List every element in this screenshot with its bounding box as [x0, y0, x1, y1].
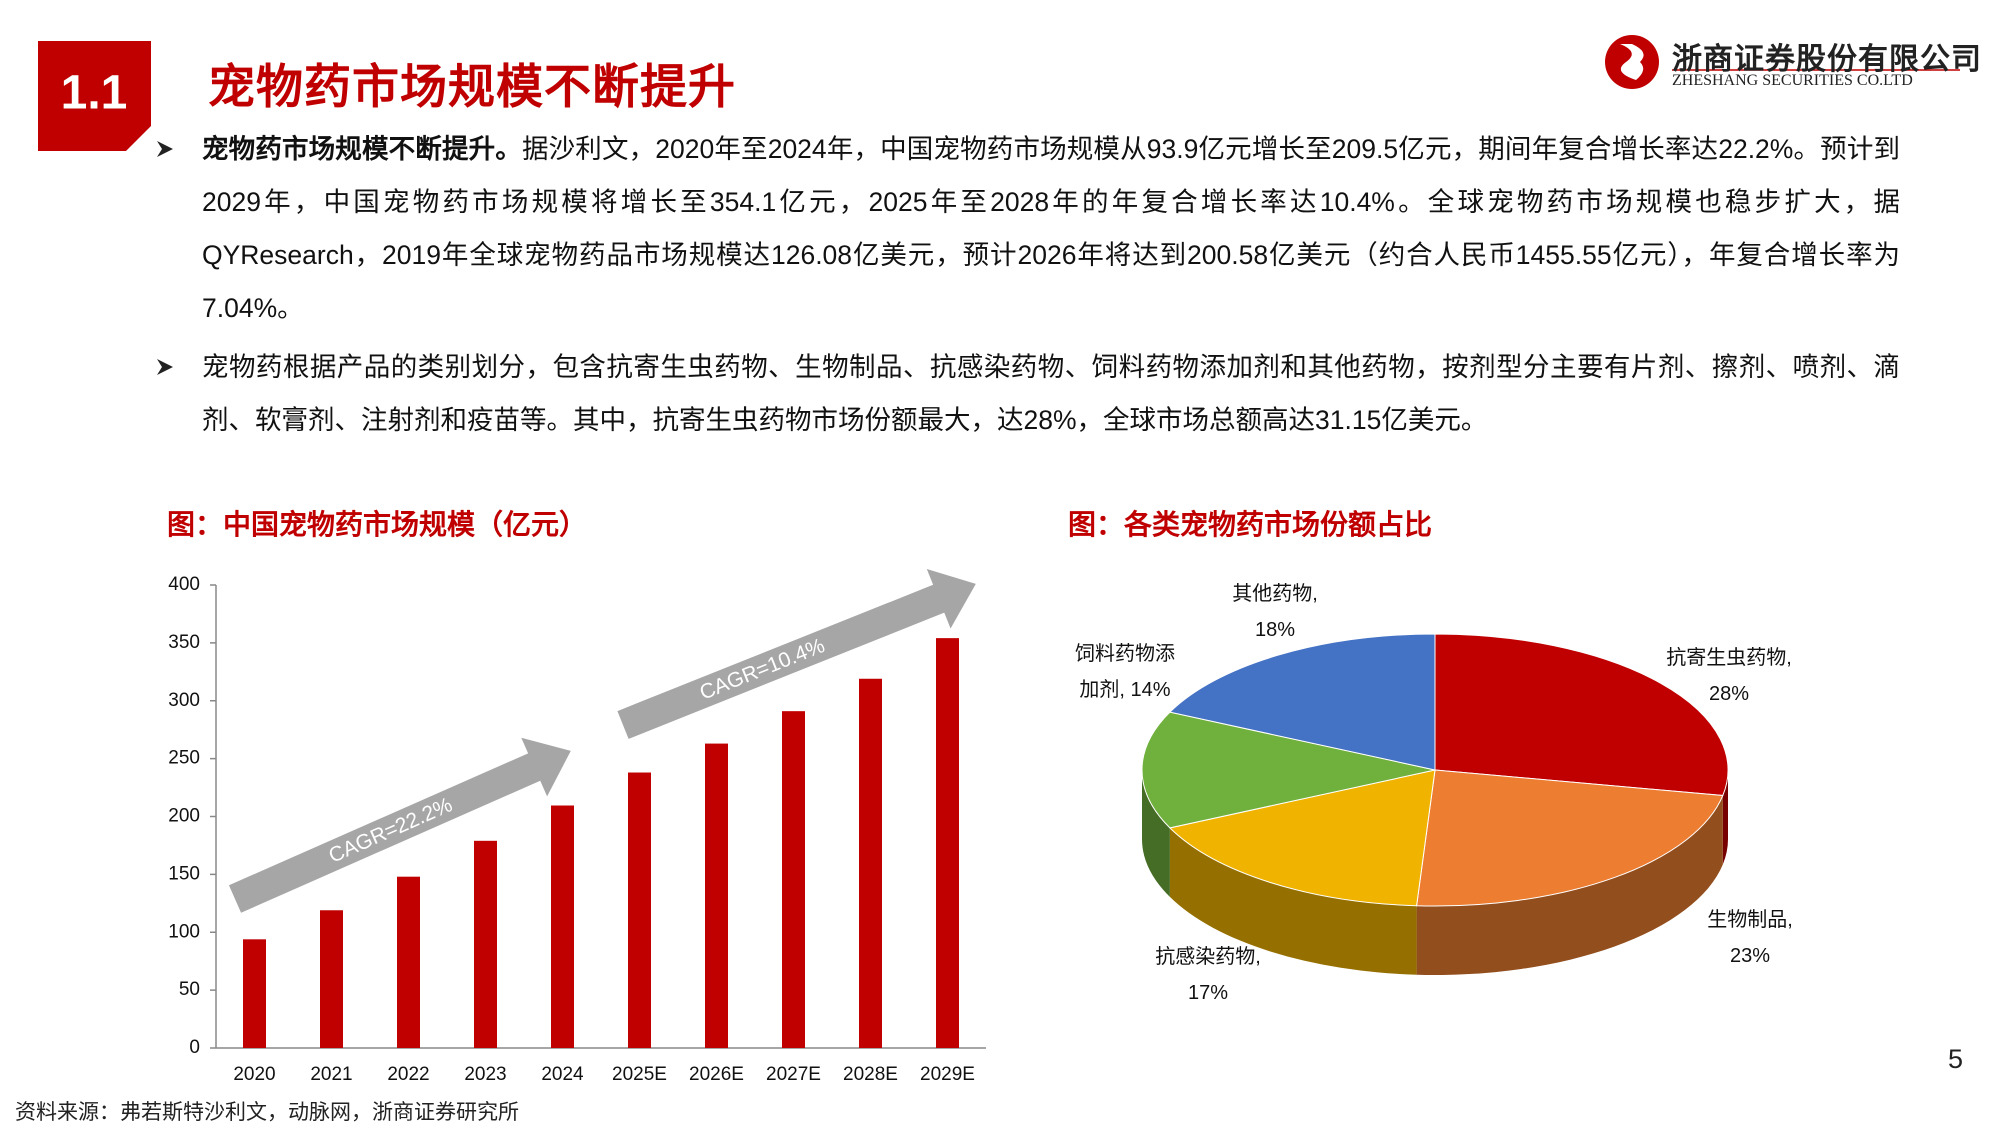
x-tick-label: 2024: [541, 1064, 584, 1085]
chart-title: 图：各类宠物药市场份额占比: [1068, 509, 1433, 540]
x-tick-label: 2020: [233, 1064, 275, 1085]
x-tick-label: 2022: [387, 1064, 429, 1085]
pie-label: 饲料药物添加剂, 14%: [1069, 636, 1181, 708]
y-tick-label: 350: [168, 632, 200, 653]
pie-label: 其他药物, 18%: [1215, 576, 1335, 648]
x-tick-label: 2029E: [920, 1064, 975, 1085]
y-tick-label: 0: [189, 1037, 200, 1058]
value-label: 23%: [1729, 945, 1771, 967]
company-name-en: ZHESHANG SECURITIES CO.LTD: [1672, 72, 1913, 89]
chart-title: 图：中国宠物药市场规模（亿元）: [167, 509, 588, 540]
bullet: 宠物药根据产品的类别划分，包含抗寄生虫药物、生物制品、抗感染药物、饲料药物添加剂…: [202, 341, 1900, 447]
section-badge: [38, 41, 151, 151]
annotation: CAGR=22.2%: [325, 793, 455, 868]
pie-slice: [1168, 769, 1436, 907]
y-tick-label: 100: [168, 921, 200, 942]
pie-chart: [1141, 633, 1729, 975]
bullet: 宠物药市场规模不断提升。据沙利文，2020年至2024年，中国宠物药市场规模从9…: [202, 123, 1900, 335]
bullet-text: 宠物药根据产品的类别划分，包含抗寄生虫药物、生物制品、抗感染药物、饲料药物添加剂…: [202, 352, 1900, 435]
bullet-marker: [157, 141, 173, 157]
page-title: 宠物药市场规模不断提升: [208, 60, 736, 113]
value-label: 28%: [1708, 683, 1750, 705]
x-tick-label: 2023: [464, 1064, 506, 1085]
bar: [705, 743, 728, 1048]
bar: [936, 638, 959, 1048]
pie-side: [1169, 827, 1417, 975]
y-tick-label: 250: [168, 748, 200, 769]
category-label: 其他药物,: [1232, 583, 1318, 605]
x-tick-label: 2025E: [612, 1064, 667, 1085]
pie-side: [1722, 770, 1728, 865]
value-label: 18%: [1254, 619, 1296, 641]
bar: [551, 805, 574, 1048]
pie-label: 生物制品, 23%: [1690, 902, 1810, 974]
pie-slice: [1141, 711, 1436, 829]
x-tick-label: 2026E: [689, 1064, 744, 1085]
pie-slice: [1434, 633, 1729, 797]
bar-chart: 0 50 100 150 200 250 300 350 400 2020 2021 2022 2023…: [168, 574, 986, 1085]
pie-side: [1416, 795, 1723, 975]
company-name: 浙商证券股份有限公司: [1672, 43, 1982, 76]
bar: [782, 711, 805, 1048]
x-tick-label: 2028E: [843, 1064, 898, 1085]
logo: [1605, 35, 1659, 89]
y-tick-label: 150: [168, 863, 200, 884]
pie-label: 抗寄生虫药物, 28%: [1649, 640, 1809, 712]
bar: [397, 876, 420, 1048]
bar: [320, 910, 343, 1048]
pie-slice: [1168, 633, 1436, 771]
bar: [628, 772, 651, 1048]
category-label: 抗寄生虫药物,: [1666, 647, 1792, 669]
x-tick-label: 2027E: [766, 1064, 821, 1085]
bullet-lead: 宠物药市场规模不断提升。: [202, 134, 522, 164]
value-label: 17%: [1187, 982, 1229, 1004]
category-label: 抗感染药物,: [1155, 946, 1261, 968]
x-tick-label: 2021: [310, 1064, 352, 1085]
pie-side: [1142, 770, 1170, 897]
bar: [243, 939, 266, 1048]
category-label: 生物制品,: [1707, 909, 1793, 931]
bar: [859, 678, 882, 1048]
bullet-marker: [157, 359, 173, 375]
section-number: 1.1: [61, 67, 128, 120]
y-tick-label: 200: [168, 806, 200, 827]
y-tick-label: 50: [179, 979, 200, 1000]
y-tick-label: 300: [168, 690, 200, 711]
y-tick-label: 400: [168, 574, 200, 595]
bullet-text: 据沙利文，2020年至2024年，中国宠物药市场规模从93.9亿元增长至209.…: [202, 134, 1901, 323]
page-number: 5: [1948, 1044, 1964, 1074]
bar: [474, 840, 497, 1048]
value-label: 14%: [1130, 679, 1171, 701]
pie-slice: [1416, 769, 1724, 907]
source: 资料来源：弗若斯特沙利文，动脉网，浙商证券研究所: [15, 1101, 519, 1124]
pie-label: 抗感染药物, 17%: [1138, 939, 1278, 1011]
category-label: 饲料药物添加剂,: [1075, 643, 1175, 701]
annotation: CAGR=10.4%: [697, 634, 829, 705]
